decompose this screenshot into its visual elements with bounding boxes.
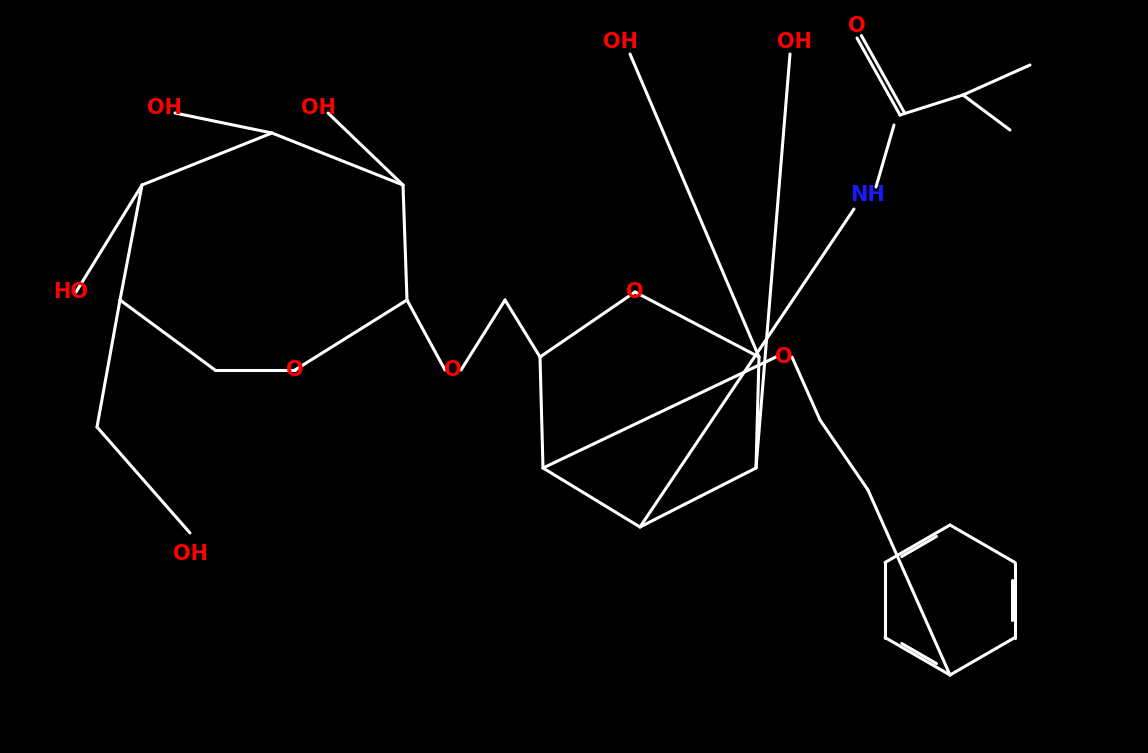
- Text: HO: HO: [53, 282, 88, 302]
- Text: OH: OH: [603, 32, 637, 52]
- Text: O: O: [444, 360, 461, 380]
- Text: OH: OH: [147, 98, 183, 118]
- Text: O: O: [626, 282, 644, 302]
- Text: OH: OH: [301, 98, 335, 118]
- Text: OH: OH: [777, 32, 813, 52]
- Text: O: O: [286, 360, 304, 380]
- Text: OH: OH: [172, 544, 208, 564]
- Text: O: O: [848, 16, 866, 36]
- Text: O: O: [775, 347, 793, 367]
- Text: NH: NH: [851, 185, 885, 205]
